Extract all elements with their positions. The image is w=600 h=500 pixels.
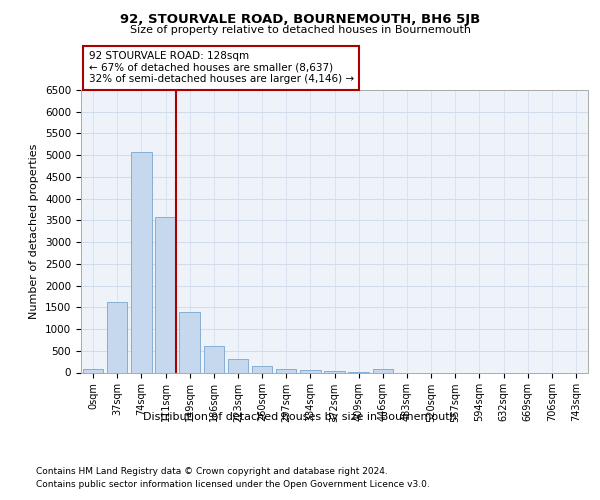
Bar	[227, 360, 248, 372]
Y-axis label: Number of detached properties: Number of detached properties	[29, 144, 40, 319]
Bar	[131, 152, 152, 372]
Text: 92, STOURVALE ROAD, BOURNEMOUTH, BH6 5JB: 92, STOURVALE ROAD, BOURNEMOUTH, BH6 5JB	[120, 12, 480, 26]
Bar	[179, 312, 200, 372]
Text: Contains HM Land Registry data © Crown copyright and database right 2024.: Contains HM Land Registry data © Crown c…	[36, 468, 388, 476]
Text: 92 STOURVALE ROAD: 128sqm
← 67% of detached houses are smaller (8,637)
32% of se: 92 STOURVALE ROAD: 128sqm ← 67% of detac…	[89, 51, 354, 84]
Bar	[300, 370, 320, 372]
Text: Size of property relative to detached houses in Bournemouth: Size of property relative to detached ho…	[130, 25, 470, 35]
Bar	[276, 368, 296, 372]
Text: Distribution of detached houses by size in Bournemouth: Distribution of detached houses by size …	[143, 412, 457, 422]
Bar	[324, 371, 345, 372]
Bar	[155, 217, 176, 372]
Text: Contains public sector information licensed under the Open Government Licence v3: Contains public sector information licen…	[36, 480, 430, 489]
Bar	[252, 366, 272, 372]
Bar	[373, 369, 393, 372]
Bar	[83, 369, 103, 372]
Bar	[203, 346, 224, 372]
Bar	[107, 302, 127, 372]
